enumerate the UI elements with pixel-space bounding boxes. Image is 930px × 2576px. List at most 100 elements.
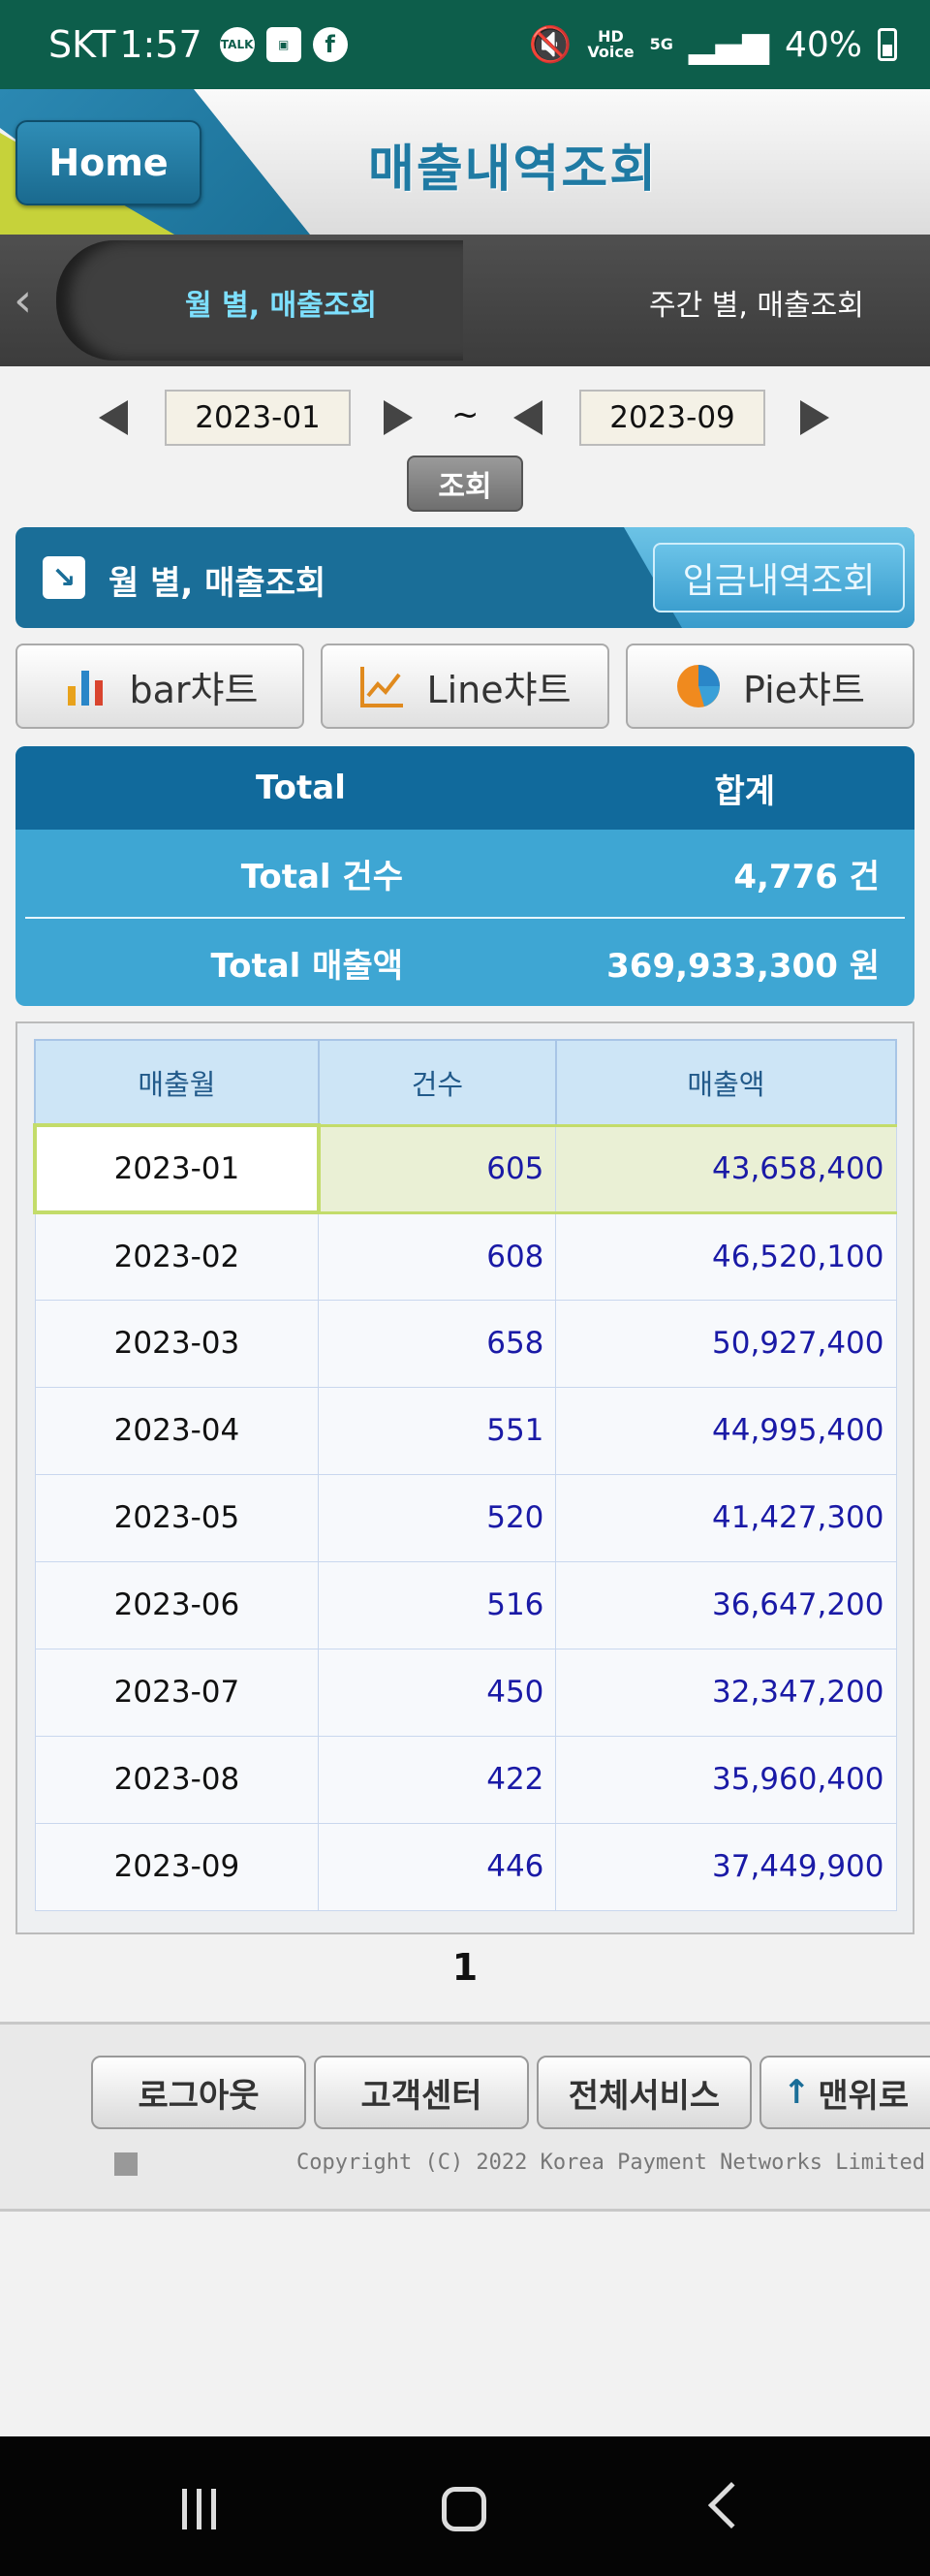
section-header: ↘ 월 별, 매출조회 입금내역조회 xyxy=(16,527,914,628)
arrow-up-icon: ↑ xyxy=(782,2073,811,2112)
line-chart-icon xyxy=(360,667,404,707)
cell-month: 2023-05 xyxy=(34,1473,320,1562)
table-row[interactable]: 2023-03 658 50,927,400 xyxy=(34,1299,897,1388)
cell-count: 551 xyxy=(318,1386,557,1475)
end-month-field[interactable]: 2023-09 xyxy=(579,390,765,446)
column-header-month: 매출월 xyxy=(34,1039,320,1126)
cell-count: 608 xyxy=(318,1211,557,1301)
battery-icon xyxy=(878,28,897,61)
table-row[interactable]: 2023-01 605 43,658,400 xyxy=(33,1123,897,1214)
cell-amount: 35,960,400 xyxy=(555,1735,897,1824)
bar-chart-icon xyxy=(67,671,103,706)
company-logo xyxy=(114,2151,250,2178)
gallery-notification-icon: ▣ xyxy=(265,27,301,62)
cell-month: 2023-03 xyxy=(34,1299,320,1388)
totals-divider xyxy=(25,917,905,919)
tab-active-background xyxy=(56,240,463,361)
cell-count: 422 xyxy=(318,1735,557,1824)
monthly-sales-table-container: 매출월 건수 매출액 2023-01 605 43,658,400 2023-0… xyxy=(16,1021,914,1934)
cell-month: 2023-06 xyxy=(34,1560,320,1649)
cell-month: 2023-04 xyxy=(34,1386,320,1475)
range-separator: ~ xyxy=(451,395,480,434)
totals-panel: Total 합계 Total 건수 4,776 건 Total 매출액 369,… xyxy=(16,746,914,1006)
cell-month: 2023-07 xyxy=(34,1648,320,1737)
deposit-history-button[interactable]: 입금내역조회 xyxy=(653,543,905,613)
table-row[interactable]: 2023-08 422 35,960,400 xyxy=(34,1735,897,1824)
cell-count: 450 xyxy=(318,1648,557,1737)
company-logo-mark xyxy=(114,2152,138,2176)
total-count-value: 4,776 건 xyxy=(733,857,880,896)
signal-icon: ▂▄▆ xyxy=(688,24,769,65)
carrier-label: SKT xyxy=(48,23,116,66)
home-icon[interactable] xyxy=(442,2487,486,2531)
tab-navigation: ‹ 월 별, 매출조회 주간 별, 매출조회 xyxy=(0,235,930,366)
talk-notification-icon: TALK xyxy=(219,27,255,62)
totals-header-right: 합계 xyxy=(714,771,775,811)
total-sales-row: Total 매출액 369,933,300 원 xyxy=(16,919,914,1006)
start-next-arrow-icon[interactable] xyxy=(384,400,413,435)
customer-center-button[interactable]: 고객센터 xyxy=(314,2056,529,2129)
total-count-label: Total 건수 xyxy=(240,857,403,896)
cell-amount: 44,995,400 xyxy=(555,1386,897,1475)
table-row[interactable]: 2023-07 450 32,347,200 xyxy=(34,1648,897,1737)
start-prev-arrow-icon[interactable] xyxy=(99,400,128,435)
tab-weekly-sales[interactable]: 주간 별, 매출조회 xyxy=(649,289,864,323)
cell-amount: 32,347,200 xyxy=(555,1648,897,1737)
bar-chart-button[interactable]: bar챠트 xyxy=(16,644,304,729)
monthly-sales-table: 매출월 건수 매출액 2023-01 605 43,658,400 2023-0… xyxy=(33,1039,898,1911)
totals-header: Total 합계 xyxy=(16,746,914,830)
cell-count: 520 xyxy=(318,1473,557,1562)
cell-count: 446 xyxy=(318,1822,557,1911)
table-row[interactable]: 2023-02 608 46,520,100 xyxy=(34,1211,897,1301)
line-chart-label: Line챠트 xyxy=(426,668,572,711)
cell-amount: 36,647,200 xyxy=(555,1560,897,1649)
bar-chart-label: bar챠트 xyxy=(129,668,259,711)
pie-chart-icon xyxy=(677,665,721,707)
mute-icon: 🔇 xyxy=(528,25,573,65)
hd-voice-icon: HD Voice xyxy=(587,27,635,61)
end-next-arrow-icon[interactable] xyxy=(800,400,829,435)
pie-chart-label: Pie챠트 xyxy=(743,668,865,711)
cell-month: 2023-09 xyxy=(34,1822,320,1911)
totals-header-left: Total xyxy=(256,769,346,807)
home-button[interactable]: Home xyxy=(16,120,202,205)
recent-apps-icon[interactable] xyxy=(182,2489,216,2529)
app-header: Home 매출내역조회 xyxy=(0,89,930,235)
cell-month: 2023-02 xyxy=(34,1211,320,1301)
cell-amount: 50,927,400 xyxy=(555,1299,897,1388)
cell-amount: 46,520,100 xyxy=(555,1211,897,1301)
pagination-current-page[interactable]: 1 xyxy=(451,1946,479,1989)
start-month-field[interactable]: 2023-01 xyxy=(165,390,351,446)
cell-count: 605 xyxy=(318,1123,557,1214)
column-header-amount: 매출액 xyxy=(554,1039,898,1126)
tab-monthly-sales[interactable]: 월 별, 매출조회 xyxy=(185,289,377,323)
table-row[interactable]: 2023-06 516 36,647,200 xyxy=(34,1560,897,1649)
table-row[interactable]: 2023-04 551 44,995,400 xyxy=(34,1386,897,1475)
copyright-text: Copyright (C) 2022 Korea Payment Network… xyxy=(296,2151,926,2175)
end-prev-arrow-icon[interactable] xyxy=(513,400,542,435)
page-title: 매출내역조회 xyxy=(368,141,659,199)
line-chart-button[interactable]: Line챠트 xyxy=(321,644,609,729)
table-row[interactable]: 2023-09 446 37,449,900 xyxy=(34,1822,897,1911)
table-row[interactable]: 2023-05 520 41,427,300 xyxy=(34,1473,897,1562)
cell-amount: 41,427,300 xyxy=(555,1473,897,1562)
system-navigation-bar xyxy=(0,2436,930,2576)
chevron-left-icon[interactable]: ‹ xyxy=(14,273,33,328)
cell-count: 658 xyxy=(318,1299,557,1388)
clock: 1:57 xyxy=(119,23,202,66)
cell-month: 2023-08 xyxy=(34,1735,320,1824)
section-title: 월 별, 매출조회 xyxy=(108,564,326,603)
back-icon[interactable] xyxy=(707,2481,756,2529)
5g-icon: 5G xyxy=(649,35,673,53)
status-bar: SKT 1:57 TALK ▣ f 🔇 HD Voice 5G ▂▄▆ 40% xyxy=(0,0,930,89)
logout-button[interactable]: 로그아웃 xyxy=(91,2056,306,2129)
all-services-button[interactable]: 전체서비스 xyxy=(537,2056,752,2129)
cell-amount: 37,449,900 xyxy=(555,1822,897,1911)
battery-percent: 40% xyxy=(784,24,862,65)
arrow-down-right-icon: ↘ xyxy=(43,556,85,599)
scroll-to-top-button[interactable]: ↑ 맨위로 xyxy=(760,2056,930,2129)
cell-count: 516 xyxy=(318,1560,557,1649)
pie-chart-button[interactable]: Pie챠트 xyxy=(626,644,914,729)
query-button[interactable]: 조회 xyxy=(407,456,523,512)
total-count-row: Total 건수 4,776 건 xyxy=(16,830,914,917)
